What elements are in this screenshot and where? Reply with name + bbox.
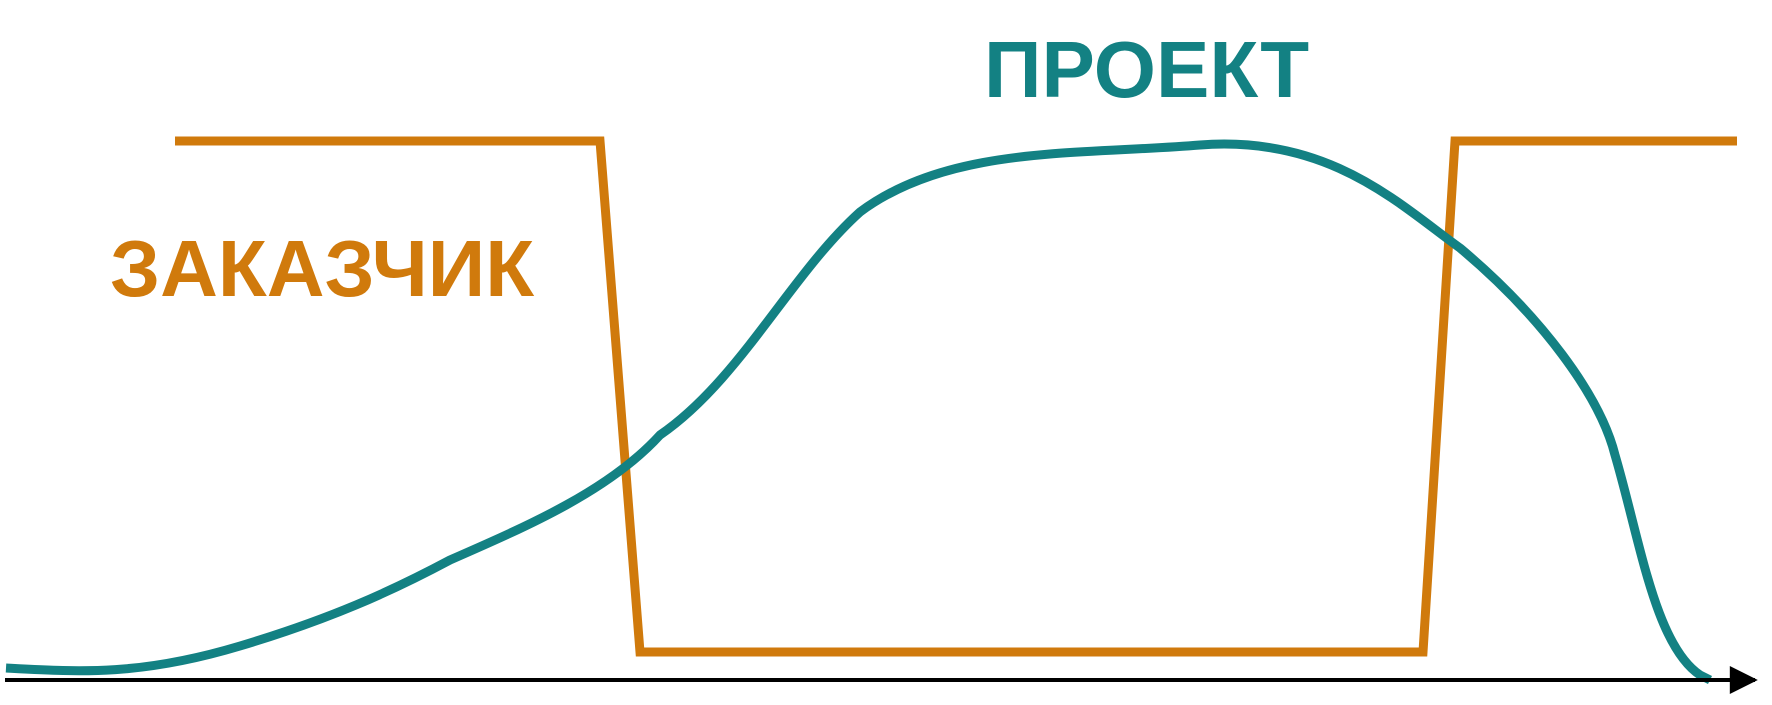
customer-label: ЗАКАЗЧИК [110,224,534,313]
project-label: ПРОЕКТ [984,25,1309,114]
project-activity-curve [5,139,1713,685]
customer-involvement-line [175,136,1737,657]
